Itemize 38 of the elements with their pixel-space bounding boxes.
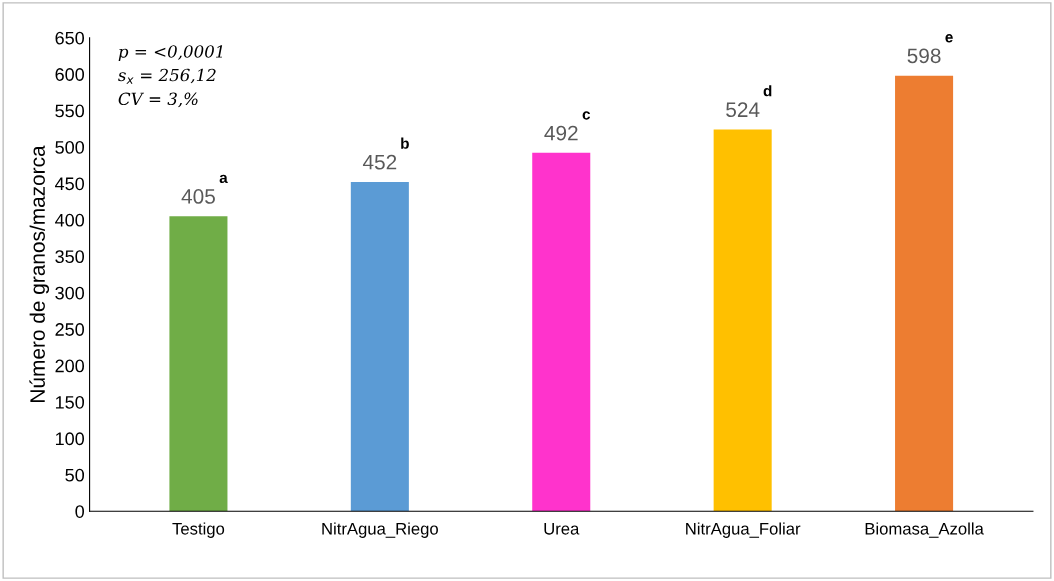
y-axis-title: Número de granos/mazorca: [29, 145, 50, 402]
x-tick-label: Testigo: [172, 522, 225, 538]
annotation: e: [945, 34, 953, 43]
y-tick-label: 200: [55, 359, 85, 373]
bar: [169, 216, 228, 512]
y-tick-label: 0: [75, 505, 85, 518]
x-tick-label: NitrAgua_Foliar: [686, 522, 801, 538]
data-label: 405: [181, 189, 215, 204]
y-tick-label: 250: [55, 323, 85, 336]
annotation: s$_{x}$ = 256,12: [118, 68, 216, 84]
annotation: b: [401, 137, 409, 149]
y-tick-label: 500: [55, 140, 85, 154]
bar: [532, 152, 591, 512]
bar: [713, 129, 772, 512]
y-tick-label: 150: [55, 395, 85, 409]
x-tick-label: Biomasa_Azolla: [865, 522, 984, 538]
y-tick-label: 50: [65, 468, 85, 482]
y-tick-label: 650: [55, 31, 85, 45]
annotation: d: [763, 85, 772, 97]
annotation: CV = 3,%: [118, 92, 198, 108]
y-tick-label: 350: [55, 250, 85, 264]
annotation: p = <0,0001: [118, 45, 223, 61]
annotation: c: [582, 111, 591, 120]
annotation: a: [219, 174, 228, 184]
y-tick-label: 300: [55, 286, 85, 300]
data-label: 598: [907, 48, 941, 64]
data-label: 492: [544, 125, 578, 141]
data-label: 452: [362, 154, 397, 170]
y-tick-label: 400: [55, 213, 85, 227]
y-tick-label: 450: [55, 177, 85, 191]
x-tick-label: NitrAgua_Riego: [322, 522, 438, 538]
y-tick-label: 100: [55, 432, 85, 446]
bar: [350, 182, 409, 512]
x-tick-label: Urea: [544, 523, 580, 535]
data-label: 524: [726, 102, 760, 118]
y-tick-label: 550: [55, 104, 85, 118]
bar: [895, 75, 954, 512]
y-tick-label: 600: [55, 68, 85, 81]
